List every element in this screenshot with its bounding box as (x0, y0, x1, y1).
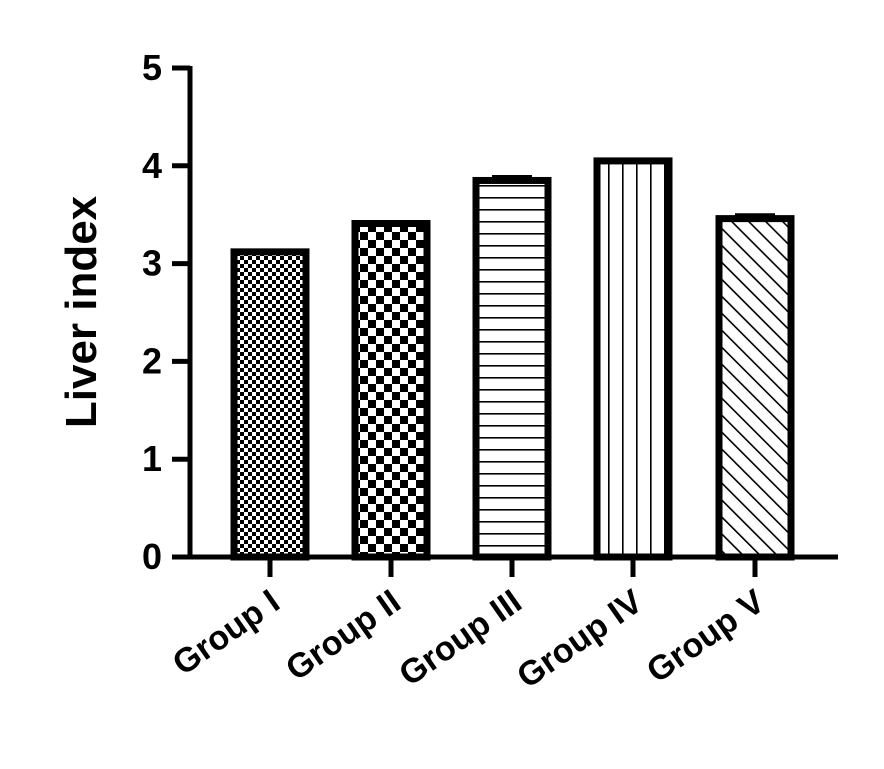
bar (593, 157, 673, 561)
x-tick-label: Group IV (510, 582, 650, 696)
x-tick-label: Group I (166, 582, 287, 682)
y-tick-label: 4 (142, 145, 162, 186)
bar (230, 248, 310, 561)
y-tick-label: 0 (142, 536, 162, 577)
y-axis-label: Liver index (57, 195, 106, 428)
bars-group (230, 157, 795, 561)
y-axis-ticks: 0 1 2 3 4 5 (142, 47, 190, 577)
y-tick-label: 5 (142, 47, 162, 88)
y-tick-label: 3 (142, 243, 162, 284)
x-tick-label: Group II (279, 582, 408, 688)
y-tick-label: 1 (142, 438, 162, 479)
bar (351, 220, 431, 561)
x-tick-label: Group V (640, 582, 772, 690)
y-tick-label: 2 (142, 340, 162, 381)
bar (715, 215, 795, 561)
x-tick-label: Group III (392, 582, 528, 693)
bar (472, 176, 552, 561)
